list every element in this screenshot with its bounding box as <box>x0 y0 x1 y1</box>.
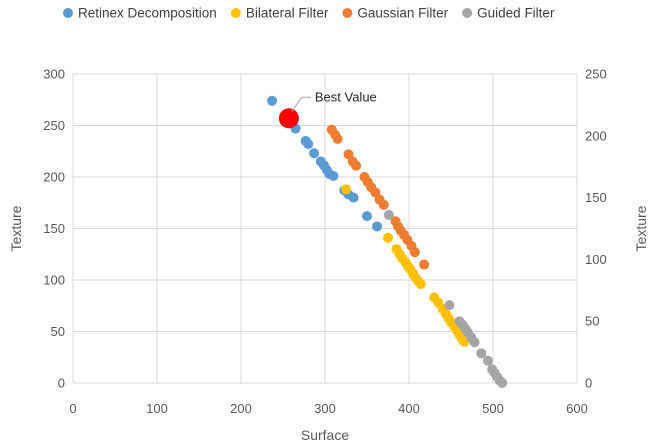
data-point <box>409 247 420 258</box>
grid-lines <box>72 73 578 384</box>
x-tick-label: 0 <box>69 401 76 416</box>
data-point <box>444 300 455 311</box>
data-point <box>370 187 381 198</box>
data-point <box>482 355 493 366</box>
y2-tick-label: 50 <box>585 314 599 329</box>
legend: Retinex Decomposition Bilateral Filter Gau… <box>63 6 555 21</box>
y-tick-label: 0 <box>58 376 65 391</box>
data-point <box>372 221 383 232</box>
data-point <box>362 211 372 222</box>
best-value-label: Best Value <box>315 89 377 104</box>
annotation: Best Value <box>278 89 377 129</box>
x-tick-label: 400 <box>398 401 420 416</box>
data-point <box>348 192 359 203</box>
data-point <box>476 348 487 359</box>
x-tick-label: 500 <box>482 401 504 416</box>
annotation-leader-line <box>291 96 311 112</box>
y-tick-label: 300 <box>43 67 65 82</box>
legend-marker <box>63 8 73 18</box>
data-point <box>469 337 480 348</box>
legend-marker <box>462 8 473 18</box>
y-tick-label: 50 <box>51 324 65 339</box>
data-point <box>343 149 354 160</box>
legend-label: Bilateral Filter <box>246 6 329 21</box>
axes: 0 100 200 300 400 500 600 0 50 100 150 200 250 300 0 50… <box>8 67 649 444</box>
data-point <box>267 95 278 106</box>
data-point <box>303 139 314 150</box>
data-points <box>267 95 508 388</box>
data-point <box>419 259 430 270</box>
y2-tick-label: 200 <box>585 128 607 143</box>
data-point <box>332 133 343 144</box>
y-tick-label: 150 <box>43 221 65 236</box>
y-tick-label: 250 <box>43 118 65 133</box>
data-point <box>309 148 320 159</box>
y-tick-label: 200 <box>43 170 65 185</box>
legend-label: Retinex Decomposition <box>78 6 217 21</box>
legend-label: Guided Filter <box>477 6 555 21</box>
y2-axis-title: Texture <box>633 205 649 251</box>
y-tick-label: 100 <box>43 273 65 288</box>
x-tick-label: 200 <box>230 401 252 416</box>
data-point <box>351 160 362 171</box>
data-point <box>341 184 351 195</box>
best-value-point <box>278 108 299 129</box>
y2-tick-label: 150 <box>585 190 607 205</box>
data-point <box>383 209 394 220</box>
legend-marker <box>230 8 241 18</box>
data-point <box>378 199 389 210</box>
x-tick-label: 100 <box>146 401 168 416</box>
x-tick-label: 600 <box>566 401 588 416</box>
y2-tick-label: 250 <box>585 67 607 82</box>
data-point <box>383 232 393 243</box>
x-tick-label: 300 <box>314 401 336 416</box>
y2-tick-label: 100 <box>585 252 607 267</box>
data-point <box>415 279 426 290</box>
x-axis-title: Surface <box>301 427 349 443</box>
legend-marker <box>342 8 353 18</box>
y2-tick-label: 0 <box>585 376 592 391</box>
y-axis-title: Texture <box>8 205 24 251</box>
data-point <box>497 378 508 388</box>
data-point <box>328 170 339 181</box>
legend-label: Gaussian Filter <box>357 6 448 21</box>
